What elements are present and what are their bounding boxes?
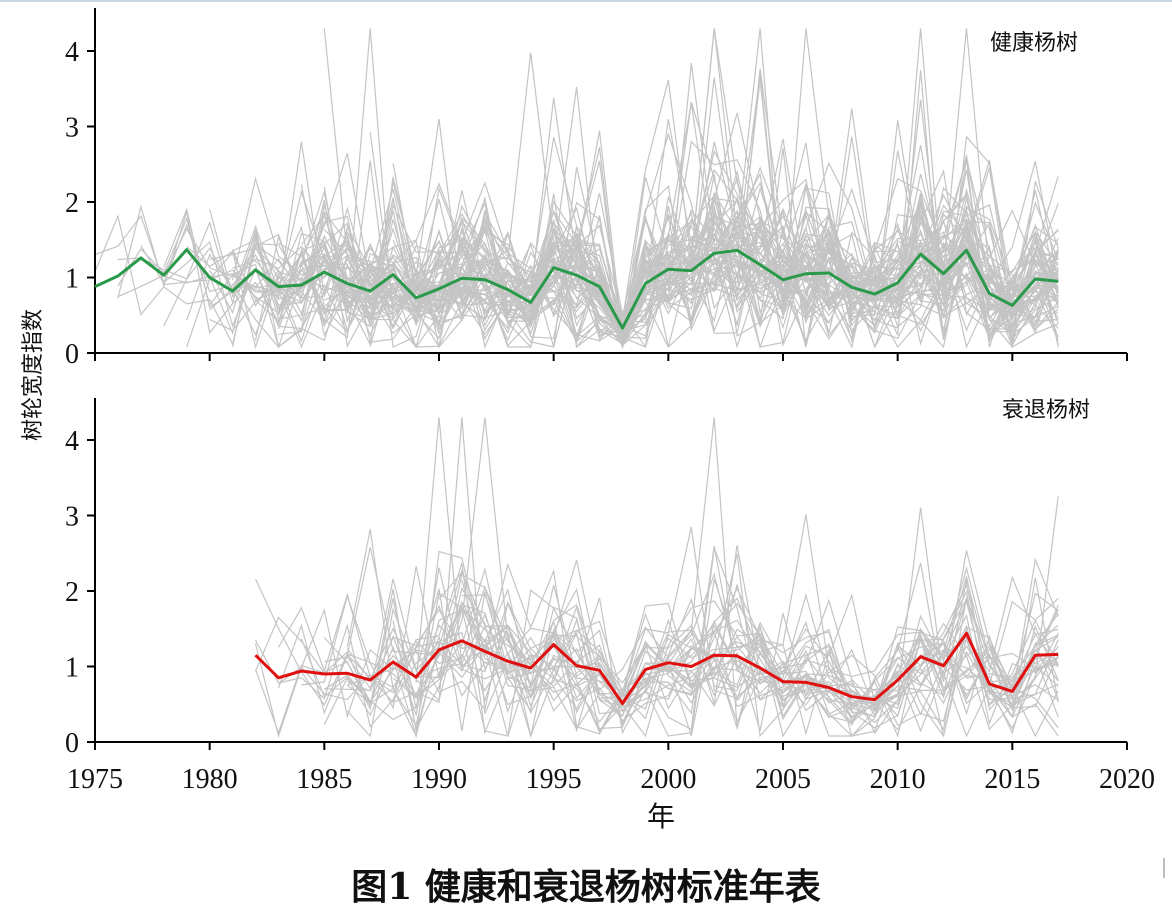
individual-series-line: [232, 136, 1059, 348]
x-tick-label: 2000: [640, 764, 696, 795]
y-tick-label: 1: [65, 264, 79, 295]
chronology-lines: [94, 248, 1059, 705]
individual-series-line: [369, 575, 1059, 738]
individual-series-line: [323, 579, 1059, 716]
y-tick-label: 0: [65, 728, 79, 759]
individual-series-line: [277, 203, 1059, 333]
individual-series-line: [346, 584, 1059, 718]
individual-series-line: [254, 545, 1059, 738]
individual-series-line: [254, 417, 1059, 732]
y-tick-label: 4: [65, 426, 79, 457]
y-tick-label: 4: [65, 37, 79, 68]
y-axis-label: 树轮宽度指数: [21, 309, 46, 441]
individual-series-line: [254, 210, 1059, 342]
axes: [87, 8, 1128, 750]
declining-individual-series: [254, 417, 1059, 739]
y-tick-label: 0: [65, 339, 79, 370]
x-tick-label: 2020: [1099, 764, 1155, 795]
y-tick-label: 2: [65, 188, 79, 219]
chart-labels: 0 1 2 3 4 健康杨树 0 1 2 3 4 1975 1980 1985 1990 1995 2000 20…: [21, 31, 1155, 833]
panel-title: 衰退杨树: [1002, 398, 1090, 423]
y-tick-label: 3: [65, 502, 79, 533]
y-tick-label: 2: [65, 577, 79, 608]
x-tick-label: 2005: [755, 764, 811, 795]
figure-caption: 图1 健康和衰退杨树标准年表: [351, 866, 821, 908]
x-tick-label: 2010: [870, 764, 926, 795]
individual-series-line: [392, 557, 1059, 710]
individual-series-line: [255, 209, 1059, 347]
individual-series-line: [369, 132, 1059, 350]
individual-series-line: [232, 176, 1059, 329]
x-tick-label: 2015: [984, 764, 1040, 795]
individual-series-line: [323, 496, 1059, 725]
x-tick-label: 1985: [296, 764, 352, 795]
chronology-chart: 0 1 2 3 4 健康杨树 0 1 2 3 4 1975 1980 1985 1990 1995 2000 20…: [21, 8, 1155, 833]
declining-chronology-line: [254, 631, 1059, 705]
individual-series-line: [347, 573, 1059, 738]
top-border-line: [0, 0, 1172, 2]
individual-series-line: [186, 141, 1059, 321]
healthy-individual-series: [94, 28, 1059, 350]
individual-series-line: [301, 566, 1059, 712]
individual-series-line: [209, 108, 1059, 349]
x-tick-label: 1990: [411, 764, 467, 795]
page-edge-mark: [1163, 858, 1165, 878]
x-tick-label: 1995: [526, 764, 582, 795]
individual-series-line: [277, 417, 1059, 738]
y-tick-label: 1: [65, 653, 79, 684]
individual-series-line: [415, 417, 1059, 736]
healthy-chronology-line: [94, 248, 1059, 330]
individual-series-line: [415, 600, 1059, 720]
x-tick-label: 1980: [182, 764, 238, 795]
panel-title: 健康杨树: [990, 31, 1078, 56]
individual-series-line: [277, 199, 1059, 333]
individual-series-line: [232, 145, 1059, 349]
x-tick-label: 1975: [67, 764, 123, 795]
individual-series-line: [117, 28, 1059, 336]
y-tick-label: 3: [65, 113, 79, 144]
x-axis-label: 年: [647, 800, 675, 833]
